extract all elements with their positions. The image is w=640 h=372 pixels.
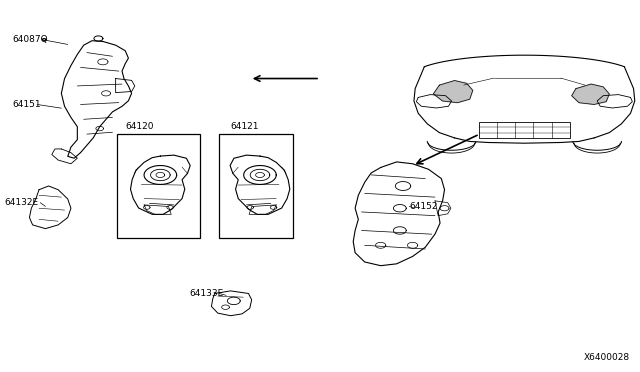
Text: 64133E: 64133E — [189, 289, 223, 298]
Text: 64121: 64121 — [230, 122, 259, 131]
Text: 64120: 64120 — [125, 122, 154, 131]
Bar — [117, 134, 200, 238]
Text: 64152: 64152 — [410, 202, 438, 211]
Text: 64132E: 64132E — [4, 198, 38, 207]
Bar — [479, 122, 570, 138]
Text: X6400028: X6400028 — [584, 353, 630, 362]
Polygon shape — [433, 80, 473, 103]
Bar — [219, 134, 292, 238]
Text: 64087Q: 64087Q — [12, 35, 48, 44]
Text: 64151: 64151 — [12, 100, 41, 109]
Polygon shape — [572, 84, 609, 105]
